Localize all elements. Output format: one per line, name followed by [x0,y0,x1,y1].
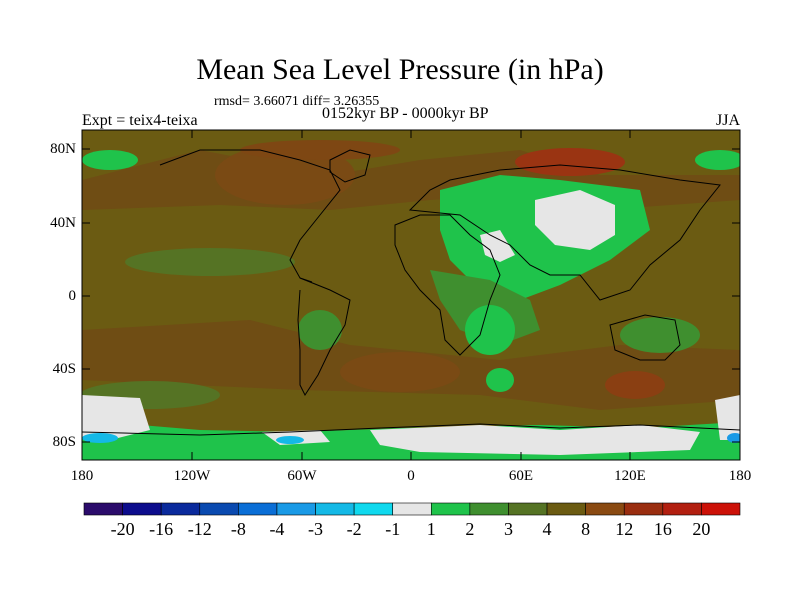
colorbar-swatch [430,502,471,516]
y-tick-label: 80S [52,434,76,450]
x-tick-label: 180 [728,468,752,484]
y-tick-label: 0 [68,288,77,304]
field-antarctic-white-east [370,425,700,455]
field-south-america-green [298,310,342,350]
y-tick-label: 40N [50,215,76,231]
rmsd-diff-stats: rmsd= 3.66071 diff= 3.26355 [214,94,380,109]
field-arctic-brown [240,140,400,160]
colorbar-label: -20 [110,519,135,539]
field-bering-green [82,150,138,170]
field-central-asia-white [535,190,615,250]
axis-ticks [82,130,740,460]
colorbar-swatch [623,502,664,516]
coast-africa [394,214,501,356]
colorbar-swatch [585,502,625,516]
coast-australia [609,314,681,361]
colorbar-swatch [392,502,432,516]
colorbar-swatch [238,502,278,516]
field-australia-green [620,317,700,353]
colorbar-swatch [315,502,355,516]
colorbar-swatch [160,502,201,516]
field-indian-ocean-high [605,371,665,399]
colorbar-swatch [353,502,394,516]
field-antarctic-blue-east [727,433,740,443]
colorbar-swatch [508,502,548,516]
coast-eurasia [408,164,721,301]
field-pacific-green [125,248,295,276]
x-tick-label: 180 [70,468,94,484]
colorbar-label: 4 [542,519,552,539]
colorbar-swatch [701,502,741,516]
colorbar-swatch [469,502,509,516]
colorbar-label: 3 [503,519,513,539]
experiment-label: Expt = teix4-teixa [82,112,198,129]
coast-antarctica [82,423,740,436]
field-arabia-white [480,230,515,262]
colorbar-label: 12 [615,519,634,539]
coast-north-america [159,149,341,283]
colorbar-swatch [546,502,586,516]
colorbar-label: -12 [187,519,212,539]
field-antarctic-blue-west [82,433,118,443]
page-title: Mean Sea Level Pressure (in hPa) [196,53,604,86]
coast-south-america [297,277,351,397]
colorbar-label: 1 [426,519,436,539]
field-indian-green [465,305,515,355]
field-east-siberia-green [695,150,740,170]
colorbar-label: -8 [230,519,246,539]
coast-greenland [329,149,371,183]
field-antarctic-blue-mid [276,436,304,444]
colorbar-label: -1 [385,519,401,539]
x-tick-label: 120E [614,468,646,484]
field-south-indian-green [486,368,514,392]
coastlines [82,149,740,436]
x-tick-label: 60W [287,468,317,484]
colorbar-label: 8 [581,519,591,539]
colorbar-swatch [83,502,123,516]
field-antarctic-white-west [82,395,150,440]
colorbar-label: -3 [308,519,324,539]
colorbar-label: -4 [269,519,285,539]
x-tick-label: 120W [173,468,211,484]
colorbar-label: 2 [465,519,475,539]
colorbar-swatch [662,502,702,516]
time-period: 0152kyr BP - 0000kyr BP [322,105,489,122]
pressure-field [82,130,740,460]
y-tick-label: 80N [50,141,76,157]
season-label: JJA [716,112,741,129]
field-atlantic-brown [340,352,460,392]
colorbar-swatch [276,502,316,516]
colorbar-label: 16 [653,519,672,539]
field-arctic-high [515,148,625,176]
colorbar [83,502,741,516]
y-tick-label: 40S [52,361,76,377]
colorbar-swatch [122,502,162,516]
colorbar-label: -2 [346,519,362,539]
x-tick-label: 60E [508,468,534,484]
colorbar-swatch [199,502,239,516]
x-tick-label: 0 [407,468,415,484]
colorbar-label: -16 [149,519,174,539]
colorbar-label: 20 [692,519,711,539]
